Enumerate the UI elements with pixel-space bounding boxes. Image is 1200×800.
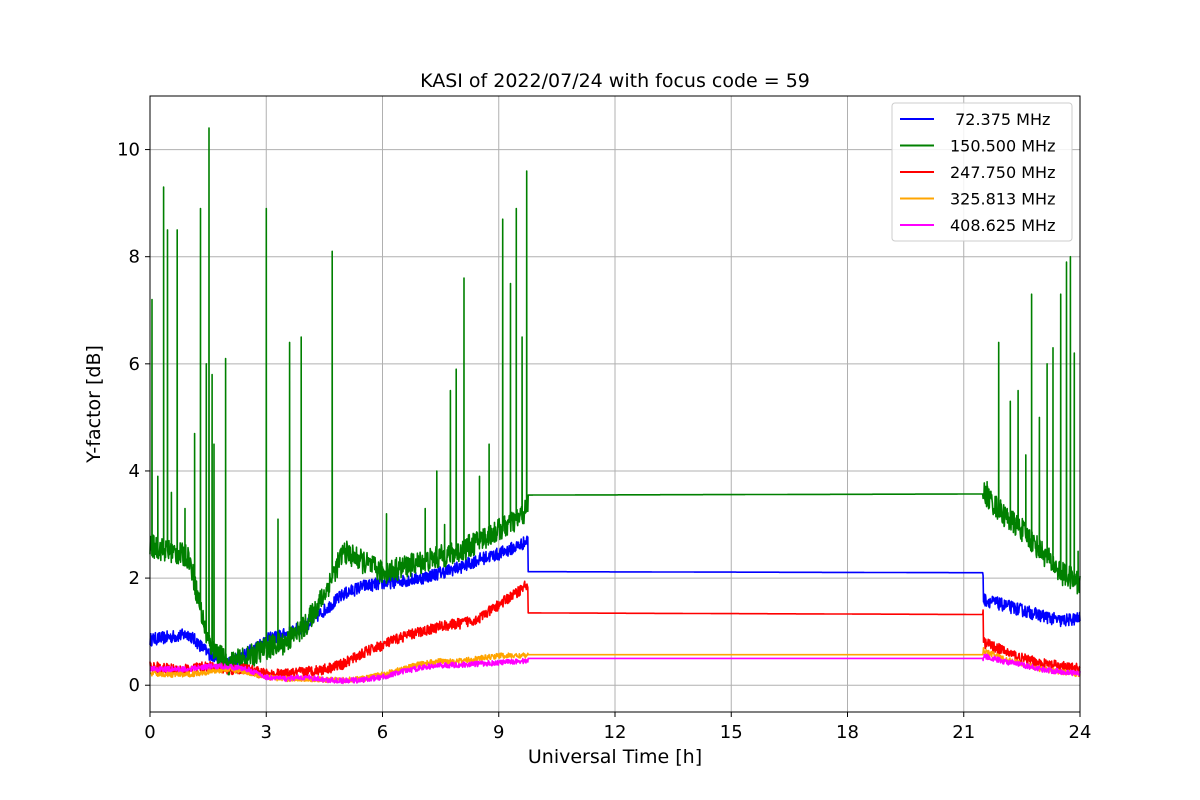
legend-label: 247.750 MHz [950,163,1055,182]
y-tick-label: 4 [129,461,140,482]
x-axis-title: Universal Time [h] [528,746,702,768]
x-tick-label: 15 [720,722,743,743]
y-tick-label: 2 [129,568,140,589]
plot-lines [149,127,1081,685]
series-4 [149,653,1081,685]
series-1 [149,127,1081,676]
series-line [149,647,1081,684]
x-tick-label: 9 [493,722,504,743]
legend-label: 325.813 MHz [950,190,1055,209]
y-axis-title: Y-factor [dB] [83,345,105,464]
x-tick-label: 21 [952,722,975,743]
x-tick-label: 0 [144,722,155,743]
y-tick-label: 8 [129,247,140,268]
legend-label: 408.625 MHz [950,216,1055,235]
x-tick-label: 12 [604,722,627,743]
series-line [149,127,1081,676]
x-tick-label: 24 [1069,722,1092,743]
legend: 72.375 MHz 150.500 MHz 247.750 MHz 325.813 … [891,102,1073,242]
x-tick-label: 3 [261,722,272,743]
y-tick-label: 0 [129,675,140,696]
y-tick-label: 6 [129,354,140,375]
y-tick-label: 10 [117,140,140,161]
series-3 [149,647,1081,684]
chart-title: KASI of 2022/07/24 with focus code = 59 [420,70,810,92]
x-tick-label: 18 [836,722,859,743]
legend-label: 150.500 MHz [950,137,1055,156]
legend-box [891,102,1073,242]
series-line [149,653,1081,685]
x-tick-label: 6 [377,722,388,743]
legend-label: 72.375 MHz [950,110,1050,129]
